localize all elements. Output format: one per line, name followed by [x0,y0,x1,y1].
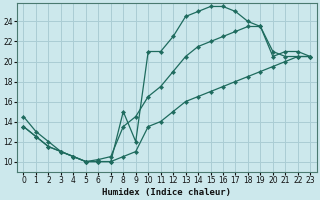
X-axis label: Humidex (Indice chaleur): Humidex (Indice chaleur) [102,188,231,197]
